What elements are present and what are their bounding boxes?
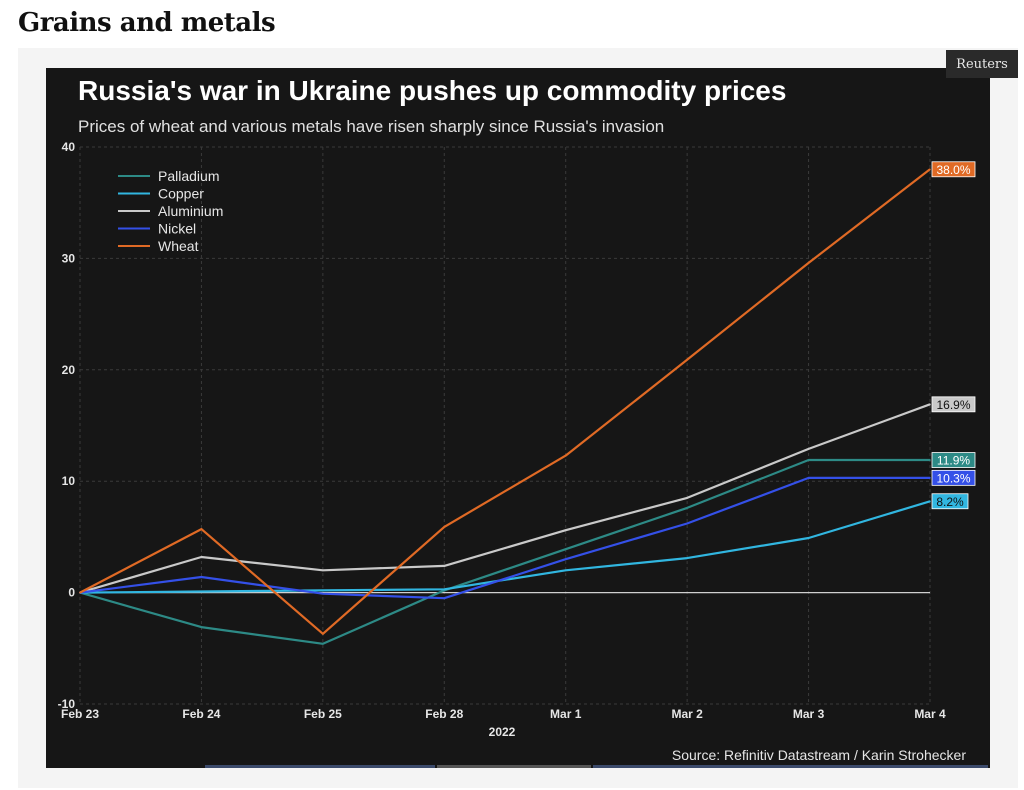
data-point-wheat: [929, 168, 931, 170]
scroll-segment: [593, 765, 988, 768]
legend-label-nickel: Nickel: [158, 221, 196, 237]
y-tick-label: 20: [62, 363, 76, 377]
data-point-copper: [929, 500, 931, 502]
data-point-palladium: [929, 459, 931, 461]
page-heading: Grains and metals: [18, 8, 275, 38]
end-label-copper: 8.2%: [936, 495, 964, 509]
data-point-nickel: [322, 593, 324, 595]
data-point-nickel: [686, 523, 688, 525]
x-tick-label: Feb 23: [61, 707, 99, 721]
end-label-nickel: 10.3%: [936, 471, 970, 485]
x-tick-label: Mar 3: [793, 707, 825, 721]
x-tick-label: Mar 4: [914, 707, 946, 721]
x-axis-label: 2022: [489, 725, 516, 739]
y-tick-label: 0: [68, 586, 75, 600]
data-point-aluminium: [808, 448, 810, 450]
scroll-segment: [205, 765, 435, 768]
data-point-aluminium: [201, 556, 203, 558]
data-point-copper: [808, 537, 810, 539]
legend-label-aluminium: Aluminium: [158, 203, 223, 219]
end-label-aluminium: 16.9%: [936, 398, 970, 412]
data-point-copper: [686, 557, 688, 559]
data-point-aluminium: [322, 570, 324, 572]
y-tick-label: 30: [62, 251, 76, 265]
chart-panel: Russia's war in Ukraine pushes up commod…: [46, 68, 990, 768]
data-point-palladium: [201, 626, 203, 628]
data-point-wheat: [79, 592, 81, 594]
data-point-palladium: [686, 507, 688, 509]
data-point-palladium: [322, 643, 324, 645]
series-line-wheat: [80, 169, 930, 634]
x-tick-label: Feb 24: [182, 707, 220, 721]
line-chart: Russia's war in Ukraine pushes up commod…: [46, 68, 990, 768]
chart-title: Russia's war in Ukraine pushes up commod…: [78, 75, 786, 106]
y-tick-label: 10: [62, 474, 76, 488]
grid: [80, 147, 930, 704]
x-tick-label: Feb 28: [425, 707, 463, 721]
source-note: Source: Refinitiv Datastream / Karin Str…: [672, 747, 966, 763]
y-tick-label: 40: [62, 140, 76, 154]
chart-subtitle: Prices of wheat and various metals have …: [78, 117, 664, 136]
data-point-nickel: [443, 597, 445, 599]
series-line-palladium: [80, 460, 930, 644]
end-label-palladium: 11.9%: [937, 454, 970, 468]
data-point-wheat: [322, 633, 324, 635]
data-point-copper: [565, 570, 567, 572]
data-point-wheat: [201, 528, 203, 530]
data-point-aluminium: [565, 529, 567, 531]
data-point-wheat: [808, 262, 810, 264]
legend-label-palladium: Palladium: [158, 168, 219, 184]
data-point-palladium: [565, 548, 567, 550]
x-tick-label: Feb 25: [304, 707, 342, 721]
data-point-aluminium: [686, 497, 688, 499]
scroll-segment: [437, 765, 591, 768]
data-point-nickel: [565, 558, 567, 560]
x-tick-label: Mar 2: [671, 707, 703, 721]
data-point-nickel: [929, 477, 931, 479]
data-point-aluminium: [929, 404, 931, 406]
data-point-copper: [322, 590, 324, 592]
end-label-wheat: 38.0%: [936, 163, 970, 177]
end-labels: 11.9% 8.2% 16.9% 10.3% 38.0%: [932, 162, 975, 509]
data-point-wheat: [443, 526, 445, 528]
data-point-copper: [201, 591, 203, 593]
legend-label-wheat: Wheat: [158, 238, 199, 254]
data-point-palladium: [808, 459, 810, 461]
data-point-nickel: [201, 576, 203, 578]
data-point-nickel: [808, 477, 810, 479]
series-line-aluminium: [80, 404, 930, 592]
data-point-wheat: [686, 359, 688, 361]
x-tick-label: Mar 1: [550, 707, 582, 721]
data-point-copper: [443, 588, 445, 590]
legend-label-copper: Copper: [158, 186, 204, 202]
data-point-aluminium: [443, 565, 445, 567]
reuters-badge[interactable]: Reuters: [946, 50, 1018, 78]
data-point-wheat: [565, 455, 567, 457]
series-lines: [79, 168, 931, 644]
